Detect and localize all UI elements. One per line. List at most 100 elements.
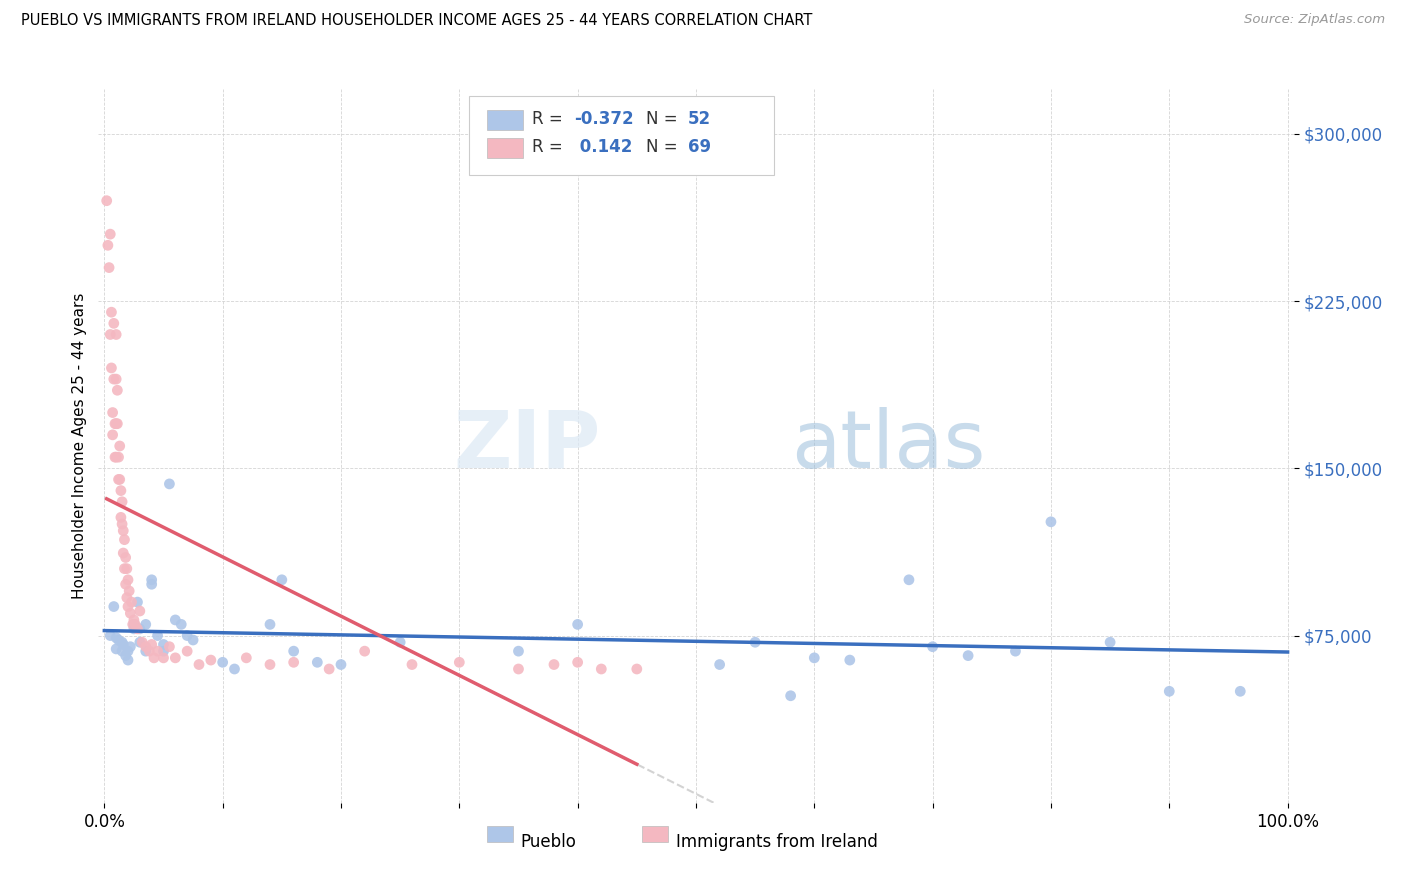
- Point: [108, 472, 131, 486]
- Point: [101, 427, 124, 442]
- Point: [100, 305, 122, 319]
- Point: [235, 651, 257, 665]
- Point: [103, 372, 125, 386]
- Point: [141, 577, 163, 591]
- Point: [307, 655, 329, 669]
- Point: [152, 651, 174, 665]
- Point: [111, 516, 134, 531]
- Point: [105, 631, 128, 645]
- Point: [543, 657, 565, 672]
- Point: [626, 662, 648, 676]
- Point: [120, 640, 142, 654]
- Point: [176, 644, 198, 658]
- Point: [146, 628, 169, 642]
- Point: [110, 483, 132, 498]
- Point: [270, 573, 292, 587]
- Point: [111, 635, 134, 649]
- Point: [118, 583, 141, 598]
- Text: Immigrants from Ireland: Immigrants from Ireland: [676, 833, 877, 851]
- Point: [567, 655, 589, 669]
- Text: N =: N =: [645, 138, 683, 156]
- Point: [803, 651, 825, 665]
- Point: [98, 260, 121, 275]
- Point: [103, 316, 125, 330]
- Point: [141, 573, 163, 587]
- Point: [107, 633, 129, 648]
- Point: [135, 640, 157, 654]
- Y-axis label: Householder Income Ages 25 - 44 years: Householder Income Ages 25 - 44 years: [72, 293, 87, 599]
- Point: [105, 417, 128, 431]
- Point: [105, 372, 128, 386]
- FancyBboxPatch shape: [486, 138, 523, 159]
- Point: [135, 617, 157, 632]
- Point: [114, 550, 136, 565]
- Point: [101, 405, 124, 419]
- Point: [353, 644, 375, 658]
- Point: [115, 591, 138, 605]
- Point: [838, 653, 860, 667]
- Point: [105, 642, 128, 657]
- Text: 0.142: 0.142: [574, 138, 633, 156]
- Point: [121, 595, 143, 609]
- Point: [957, 648, 980, 663]
- Point: [170, 617, 193, 632]
- Text: PUEBLO VS IMMIGRANTS FROM IRELAND HOUSEHOLDER INCOME AGES 25 - 44 YEARS CORRELAT: PUEBLO VS IMMIGRANTS FROM IRELAND HOUSEH…: [21, 13, 813, 29]
- Point: [104, 417, 127, 431]
- Text: N =: N =: [645, 110, 683, 128]
- Point: [567, 617, 589, 632]
- Point: [283, 655, 305, 669]
- Point: [124, 617, 146, 632]
- Point: [152, 644, 174, 658]
- Point: [141, 637, 163, 651]
- Point: [105, 450, 128, 464]
- Point: [1099, 635, 1122, 649]
- Point: [122, 613, 145, 627]
- Point: [111, 494, 134, 508]
- Point: [744, 635, 766, 649]
- Point: [128, 635, 150, 649]
- Point: [100, 360, 122, 375]
- Point: [98, 327, 121, 342]
- Point: [98, 227, 121, 241]
- Point: [117, 644, 139, 658]
- Point: [1004, 644, 1026, 658]
- Point: [117, 653, 139, 667]
- Point: [120, 607, 142, 621]
- Point: [449, 655, 471, 669]
- Point: [897, 573, 920, 587]
- Point: [111, 644, 134, 658]
- FancyBboxPatch shape: [470, 96, 773, 175]
- Text: 69: 69: [688, 138, 710, 156]
- Point: [121, 617, 143, 632]
- Point: [117, 599, 139, 614]
- Text: Source: ZipAtlas.com: Source: ZipAtlas.com: [1244, 13, 1385, 27]
- Text: 52: 52: [688, 110, 710, 128]
- FancyBboxPatch shape: [486, 110, 523, 130]
- Point: [135, 644, 157, 658]
- Point: [188, 657, 211, 672]
- Point: [200, 653, 222, 667]
- Text: -0.372: -0.372: [574, 110, 634, 128]
- Point: [114, 533, 136, 547]
- Point: [97, 238, 120, 252]
- Point: [122, 617, 145, 632]
- Point: [330, 657, 353, 672]
- Point: [157, 476, 180, 491]
- Point: [138, 644, 160, 658]
- Text: Pueblo: Pueblo: [520, 833, 576, 851]
- Point: [128, 622, 150, 636]
- Point: [709, 657, 731, 672]
- Point: [112, 637, 135, 651]
- Text: R =: R =: [533, 138, 568, 156]
- Point: [127, 622, 149, 636]
- Point: [108, 439, 131, 453]
- Point: [114, 562, 136, 576]
- Point: [1039, 515, 1062, 529]
- Text: R =: R =: [533, 110, 568, 128]
- Text: atlas: atlas: [792, 407, 986, 485]
- Point: [921, 640, 943, 654]
- Point: [107, 472, 129, 486]
- Point: [98, 628, 121, 642]
- Point: [114, 577, 136, 591]
- Point: [181, 633, 204, 648]
